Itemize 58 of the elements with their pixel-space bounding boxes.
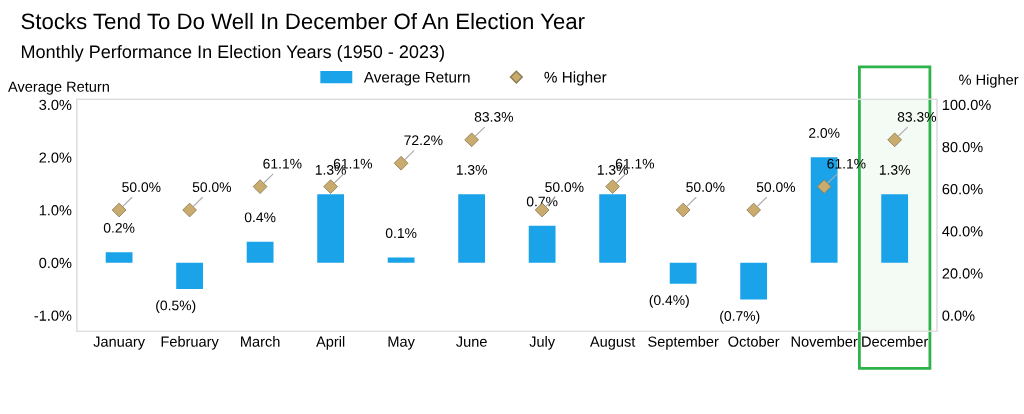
x-tick-label: June: [456, 336, 487, 347]
data-label: (0.5%): [156, 300, 196, 314]
x-tick-label: August: [589, 336, 636, 350]
bar: [317, 194, 345, 263]
data-label: 50.0%: [686, 182, 725, 192]
x-tick-label: April: [316, 336, 345, 350]
y2-tick-label: 80.0%: [942, 141, 983, 153]
y-tick-label: 1.0%: [39, 205, 72, 216]
x-tick-label: November: [791, 336, 858, 347]
x-tick-label: May: [388, 336, 415, 350]
data-label: (0.4%): [649, 294, 689, 308]
y2-tick-label: 60.0%: [942, 184, 983, 195]
x-tick-label: March: [241, 336, 280, 347]
bar: [246, 241, 274, 263]
chart-title: Stocks Tend To Do Well In December Of An Election Year: [21, 12, 585, 30]
bar: [458, 194, 486, 263]
bar: [105, 252, 133, 263]
y2-tick-label: 20.0%: [942, 268, 983, 279]
bar: [740, 262, 768, 300]
chart-subtitle: Monthly Performance In Election Years (1950 - 2023): [21, 44, 444, 62]
data-label: 2.0%: [809, 128, 840, 138]
y-tick-label: 2.0%: [39, 152, 72, 163]
x-tick-label: July: [529, 336, 556, 350]
y-tick-label: 0.0%: [39, 257, 72, 269]
data-label: 72.2%: [404, 135, 443, 146]
y-tick-label: -1.0%: [34, 310, 72, 321]
y2-tick-label: 100.0%: [942, 99, 991, 111]
x-tick-label: February: [161, 336, 219, 350]
data-label: (0.7%): [720, 310, 760, 324]
y2-tick-label: 40.0%: [942, 226, 983, 237]
data-label: 61.1%: [263, 158, 302, 169]
bar: [599, 194, 627, 263]
bar: [669, 262, 697, 284]
data-label: 0.2%: [103, 222, 135, 233]
data-label: 50.0%: [545, 182, 584, 192]
y2-axis-title: % Higher: [959, 74, 1019, 88]
data-label: 1.3%: [879, 164, 910, 175]
x-tick-label: December: [862, 336, 929, 347]
legend-label: % Higher: [544, 71, 607, 86]
y2-tick-label: 0.0%: [942, 310, 975, 321]
data-label: 0.1%: [385, 228, 417, 239]
x-tick-label: January: [93, 336, 146, 350]
data-label: 83.3%: [474, 111, 514, 122]
data-label: 1.3%: [456, 164, 487, 175]
bar: [176, 262, 203, 290]
x-tick-label: September: [648, 336, 719, 350]
data-label: 0.7%: [526, 196, 558, 207]
data-label: 50.0%: [122, 182, 161, 192]
y-axis-title: Average Return: [8, 81, 109, 95]
x-tick-label: October: [728, 336, 780, 347]
data-label: 0.4%: [244, 212, 276, 223]
data-label: 50.0%: [756, 182, 796, 192]
bar: [387, 257, 415, 263]
bar: [881, 194, 909, 263]
y-tick-label: 3.0%: [39, 99, 72, 111]
legend-label: Average Return: [363, 71, 470, 86]
bar: [528, 225, 556, 263]
data-label: 50.0%: [192, 182, 232, 192]
